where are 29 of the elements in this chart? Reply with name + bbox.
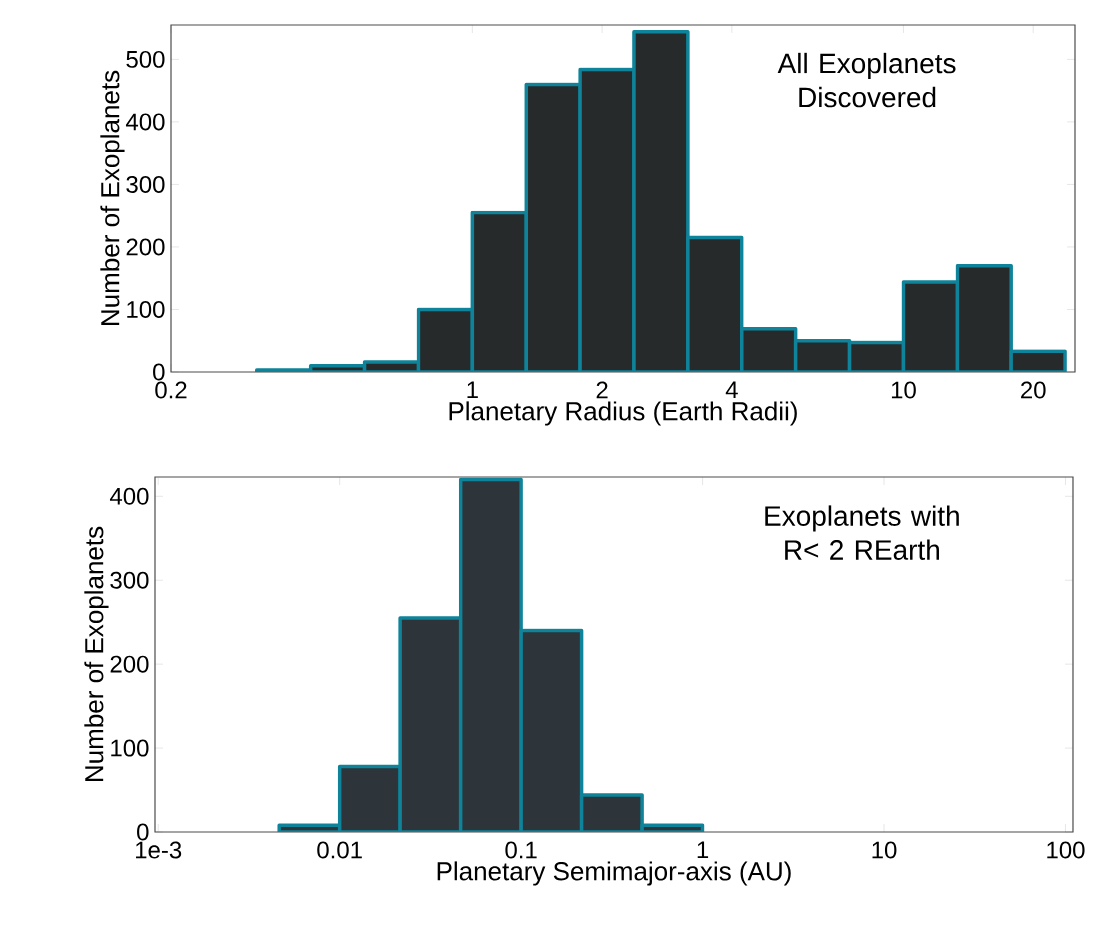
y-axis-title: Number of Exoplanets — [84, 526, 109, 781]
y-tick-label: 500 — [126, 50, 165, 68]
y-tick-label: 400 — [125, 113, 165, 131]
y-tick-label: 200 — [126, 238, 165, 256]
x-axis-title: Planetary Semimajor-axis (AU) — [437, 861, 791, 886]
y-tick-label: 300 — [110, 571, 149, 589]
x-tick-label: 100 — [1047, 841, 1085, 859]
annotation: All Exoplanets Discovered — [777, 52, 956, 108]
x-tick-label: 1e-3 — [136, 841, 182, 859]
x-tick-label: 1 — [697, 841, 709, 859]
x-tick-label: 10 — [872, 841, 897, 859]
x-tick-label: 1 — [467, 381, 478, 399]
y-tick-label: 400 — [109, 487, 149, 505]
y-tick-label: 100 — [111, 739, 149, 757]
x-tick-label: 0.2 — [155, 381, 187, 399]
x-tick-label: 0.01 — [317, 841, 362, 859]
y-tick-label: 0 — [137, 823, 149, 841]
y-tick-label: 300 — [126, 175, 165, 193]
y-axis-title: Number of Exoplanets — [100, 70, 125, 325]
x-tick-label: 0.1 — [505, 841, 537, 859]
x-tick-label: 20 — [1021, 381, 1046, 399]
y-tick-label: 0 — [153, 363, 165, 381]
y-tick-label: 200 — [110, 655, 149, 673]
x-axis-title: Planetary Radius (Earth Radii) — [449, 401, 797, 426]
x-tick-label: 10 — [891, 381, 916, 399]
y-tick-label: 100 — [127, 300, 165, 318]
x-tick-label: 4 — [725, 381, 738, 399]
annotation: Exoplanets with R< 2 REarth — [765, 505, 959, 560]
x-tick-label: 2 — [596, 381, 608, 399]
